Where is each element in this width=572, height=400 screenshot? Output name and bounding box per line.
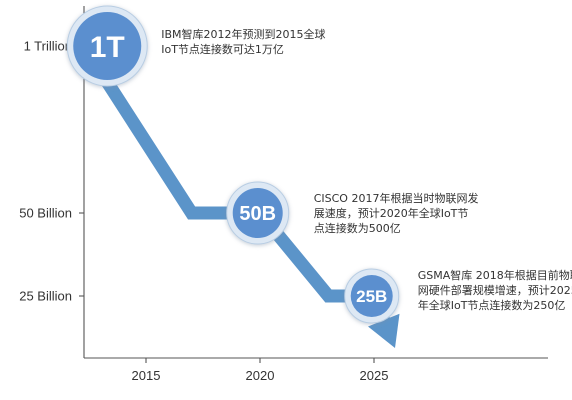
callout-1t: 1T IBM智库2012年预测到2015全球 IoT节点连接数可达1万亿	[66, 5, 326, 87]
x-tick-label: 2015	[132, 368, 161, 383]
annotation-line: 网硬件部署规模增速，预计2025	[418, 283, 572, 297]
y-tick-label: 50 Billion	[19, 206, 72, 221]
bubble	[232, 188, 283, 238]
x-tick-label: 2020	[246, 368, 275, 383]
bubble-label: 25B	[356, 287, 387, 306]
annotation-line: 年全球IoT节点连接数为250亿	[418, 298, 566, 312]
annotation-line: 点连接数为500亿	[314, 222, 401, 235]
x-tick-label: 2025	[360, 368, 389, 383]
y-tick-label: 25 Billion	[19, 289, 72, 304]
bubble-label: 1T	[90, 31, 125, 64]
annotation-line: 展速度，预计2020年全球IoT节	[314, 206, 469, 220]
bubble	[350, 275, 393, 317]
bubble	[73, 12, 142, 80]
annotation-line: GSMA智库 2018年根据目前物联	[418, 268, 572, 282]
y-tick-label: 1 Trillion	[24, 39, 72, 54]
arrow-head	[368, 313, 400, 348]
annotation-line: CISCO 2017年根据当时物联网发	[314, 191, 479, 205]
annotation-line: IoT节点连接数可达1万亿	[161, 43, 284, 56]
callout-25b: 25B GSMA智库 2018年根据目前物联网硬件部署规模增速，预计2025年全球…	[344, 268, 572, 324]
callout-50b: 50B CISCO 2017年根据当时物联网发展速度，预计2020年全球IoT节点…	[226, 181, 479, 245]
trend-line	[78, 42, 391, 325]
callouts: 1T IBM智库2012年预测到2015全球 IoT节点连接数可达1万亿 50B CIS…	[66, 5, 572, 324]
bubble-label: 50B	[239, 203, 276, 225]
annotation-line: IBM智库2012年预测到2015全球	[161, 27, 325, 41]
axes: 1 Trillion 50 Billion 25 Billion 2015 2020 20…	[19, 6, 548, 383]
